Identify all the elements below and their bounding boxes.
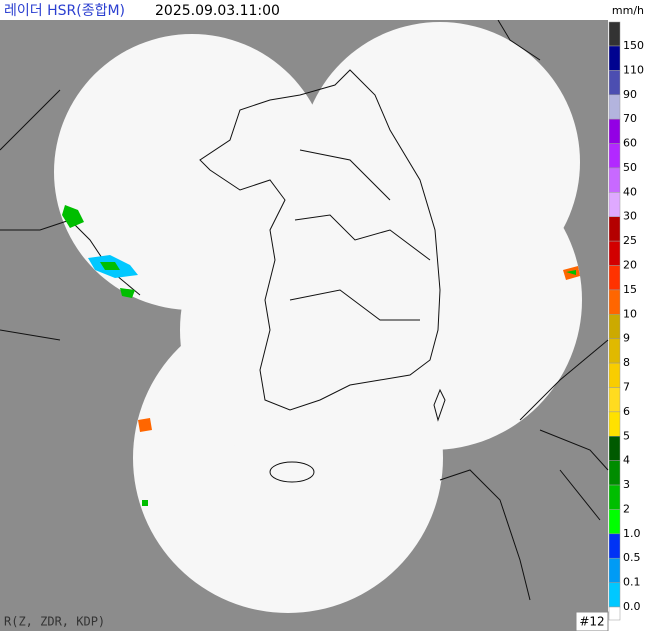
legend-swatch bbox=[608, 338, 621, 364]
legend-swatch bbox=[608, 216, 621, 242]
legend-label: 0.1 bbox=[623, 576, 641, 589]
legend-swatch bbox=[608, 582, 621, 608]
legend-swatch bbox=[608, 557, 621, 583]
legend-swatch bbox=[608, 45, 621, 71]
rain-echoes bbox=[62, 205, 580, 506]
legend-label: 6 bbox=[623, 405, 630, 418]
legend-swatch bbox=[608, 192, 621, 217]
legend-swatch bbox=[608, 21, 621, 47]
legend-label: 110 bbox=[623, 63, 644, 76]
legend-label: 1.0 bbox=[623, 527, 641, 540]
legend-label: 150 bbox=[623, 39, 644, 52]
legend-swatch bbox=[608, 484, 621, 510]
legend-label: 25 bbox=[623, 234, 637, 247]
legend-label: 10 bbox=[623, 307, 637, 320]
legend-label: 60 bbox=[623, 137, 637, 150]
legend-swatch bbox=[608, 167, 621, 193]
unit: mm/h bbox=[612, 4, 644, 17]
header-bar bbox=[0, 0, 646, 20]
site-count-box bbox=[575, 611, 609, 631]
legend-label: 50 bbox=[623, 161, 637, 174]
timestamp: 2025.09.03.11:00 bbox=[155, 3, 280, 19]
legend-swatch bbox=[608, 70, 621, 96]
legend-swatch bbox=[608, 533, 621, 559]
legend-label: 5 bbox=[623, 429, 630, 442]
legend-label: 0.0 bbox=[623, 600, 641, 613]
legend-swatch bbox=[608, 265, 621, 291]
legend-swatch bbox=[608, 289, 621, 315]
legend-label: 70 bbox=[623, 112, 637, 125]
legend-label: 0.5 bbox=[623, 551, 641, 564]
legend-label: 7 bbox=[623, 380, 630, 393]
coastlines bbox=[0, 19, 609, 601]
legend-label: 3 bbox=[623, 478, 630, 491]
legend-label: 4 bbox=[623, 454, 630, 467]
radar-coverage bbox=[54, 22, 582, 613]
legend-swatch bbox=[608, 118, 621, 144]
legend-label: 20 bbox=[623, 259, 637, 272]
legend-swatch bbox=[608, 240, 621, 266]
legend-swatch bbox=[608, 436, 621, 461]
legend-label: 8 bbox=[623, 356, 630, 369]
legend-label: 2 bbox=[623, 502, 630, 515]
legend-label: 15 bbox=[623, 283, 637, 296]
legend-swatch bbox=[608, 606, 621, 621]
method-label: R(Z, ZDR, KDP) bbox=[4, 615, 105, 629]
title: 레이더 HSR(종합M) bbox=[4, 3, 125, 19]
legend-swatch bbox=[608, 143, 621, 169]
legend-swatch bbox=[608, 460, 621, 486]
site-count: #12 bbox=[579, 615, 604, 629]
legend-label: 30 bbox=[623, 210, 637, 223]
legend-swatch bbox=[608, 94, 621, 120]
legend-label: 90 bbox=[623, 88, 637, 101]
legend-label: 40 bbox=[623, 185, 637, 198]
legend-swatch bbox=[608, 314, 621, 339]
legend-swatch bbox=[608, 509, 621, 535]
legend-swatch bbox=[608, 362, 621, 388]
legend-swatch bbox=[608, 411, 621, 437]
legend-label: 9 bbox=[623, 332, 630, 345]
legend-swatch bbox=[608, 387, 621, 413]
